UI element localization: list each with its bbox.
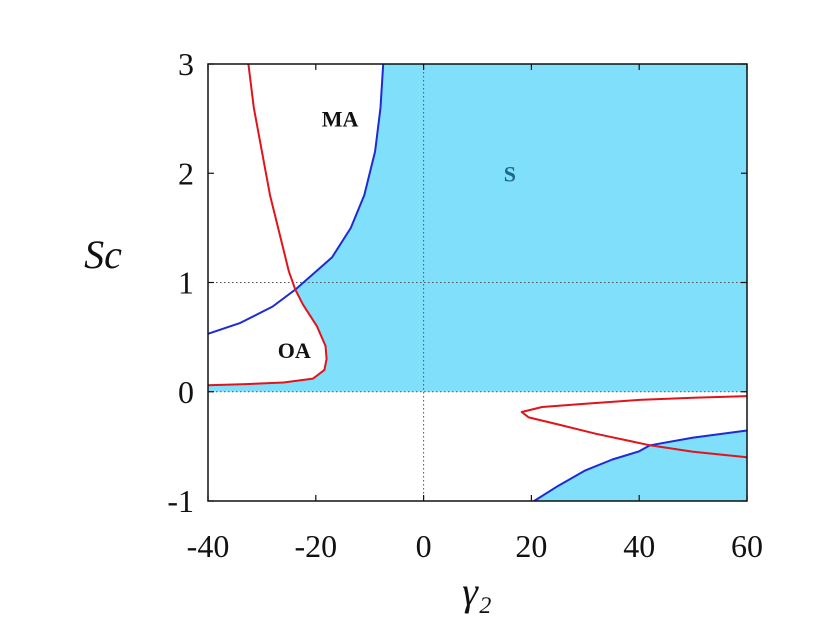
- region-label-oa: OA: [278, 338, 311, 363]
- stable-region-upper: [208, 64, 747, 392]
- x-tick-label: 40: [623, 528, 655, 564]
- red-boundary-curve-2: [208, 64, 328, 387]
- x-tick-label: 0: [416, 528, 432, 564]
- stable-region-lower: [534, 430, 747, 501]
- region-labels: MA OA S: [278, 107, 516, 364]
- y-axis-label: Sc: [84, 232, 122, 277]
- axis-ticks: -40 -20 0 20 40 60 -1 0 1 2 3: [167, 46, 763, 564]
- y-tick-label: 2: [178, 155, 194, 191]
- x-tick-label: 60: [731, 528, 763, 564]
- blue-boundary-curve-0: [208, 64, 385, 335]
- x-tick-label: 20: [515, 528, 547, 564]
- reference-lines: [208, 64, 747, 501]
- blue-boundary-curve-1: [533, 429, 747, 501]
- boundary-curves: [208, 64, 747, 501]
- y-tick-label: 1: [178, 265, 194, 301]
- region-label-s: S: [504, 161, 516, 186]
- y-tick-label: -1: [167, 483, 194, 519]
- x-tick-label: -20: [294, 528, 337, 564]
- x-axis-label: γ₂: [462, 569, 492, 614]
- stable-regions: [208, 64, 747, 501]
- y-tick-label: 3: [178, 46, 194, 82]
- red-boundary-curve-3: [520, 395, 747, 459]
- x-tick-label: -40: [187, 528, 230, 564]
- y-tick-label: 0: [178, 374, 194, 410]
- region-label-ma: MA: [322, 107, 359, 132]
